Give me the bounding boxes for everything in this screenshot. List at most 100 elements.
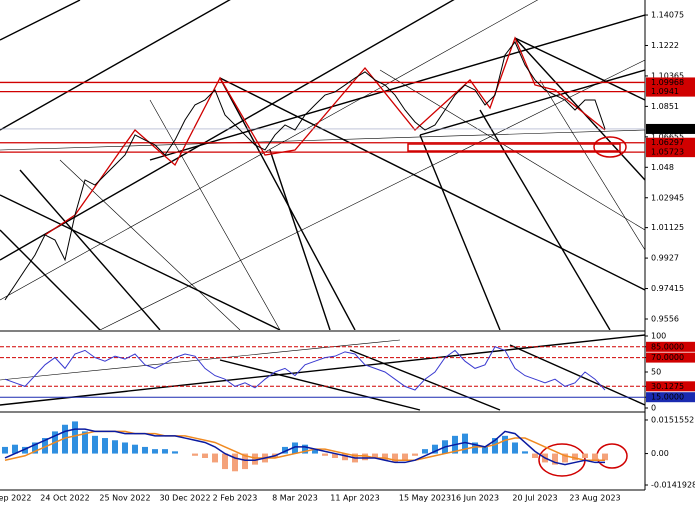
- histogram-bar: [222, 453, 228, 470]
- histogram-bar: [172, 451, 178, 454]
- histogram-bar: [112, 440, 118, 454]
- x-tick-label: 8 Mar 2023: [272, 494, 318, 503]
- price-label: 1.07136: [651, 124, 684, 133]
- trend-line: [419, 69, 645, 136]
- histogram-bar: [362, 453, 368, 461]
- histogram-bar: [382, 453, 388, 461]
- x-tick-label: 2 Feb 2023: [213, 494, 258, 503]
- y-tick-label: 1.048: [651, 163, 674, 172]
- trend-line: [419, 134, 501, 330]
- histogram-bar: [152, 449, 158, 454]
- histogram-bar: [342, 453, 348, 461]
- label-bg: [646, 352, 695, 363]
- histogram-bar: [42, 438, 48, 454]
- histogram-bar: [282, 446, 288, 454]
- histogram-bar: [132, 444, 138, 454]
- histogram-bar: [32, 442, 38, 454]
- histogram-bar: [372, 453, 378, 458]
- histogram-bar: [292, 442, 298, 454]
- trend-line: [0, 0, 539, 301]
- y-tick-label: 15.0000: [651, 393, 684, 402]
- y-tick-label: 0: [651, 404, 656, 413]
- histogram-bar: [142, 446, 148, 454]
- trend-line: [0, 0, 81, 41]
- trend-line: [0, 129, 645, 151]
- trend-line: [269, 149, 331, 330]
- histogram-bar: [332, 453, 338, 458]
- trend-line: [0, 194, 281, 330]
- trend-line: [509, 344, 645, 406]
- label-bg: [646, 381, 695, 392]
- price-label: 1.06297: [651, 138, 684, 147]
- x-tick-label: 25 Nov 2022: [99, 494, 150, 503]
- histogram-bar: [422, 449, 428, 454]
- histogram-bar: [82, 431, 88, 454]
- y-tick-label: 50: [651, 368, 661, 377]
- highlight-ellipse: [593, 136, 627, 158]
- x-tick-label: 20 Jul 2023: [512, 494, 557, 503]
- trend-line: [149, 14, 645, 161]
- histogram-bar: [582, 453, 588, 458]
- trend-line: [219, 77, 645, 291]
- trend-line: [99, 59, 645, 330]
- histogram-bar: [22, 446, 28, 454]
- price-label: 1.05723: [651, 148, 684, 157]
- price-label: 1.09968: [651, 78, 684, 87]
- histogram-bar: [472, 442, 478, 454]
- y-tick-label: 1.1222: [651, 41, 679, 50]
- label-bg: [646, 341, 695, 352]
- y-tick-label: 1.06655: [651, 132, 684, 141]
- price-label-bg: [646, 86, 695, 97]
- price-series: [4, 346, 606, 391]
- trend-line: [0, 0, 231, 131]
- x-tick-label: 23 Aug 2023: [569, 494, 620, 503]
- x-tick-label: 15 May 2023: [399, 494, 451, 503]
- histogram-bar: [322, 453, 328, 456]
- x-tick-label: ep 2022: [0, 494, 31, 503]
- x-tick-label: 30 Dec 2022: [159, 494, 210, 503]
- y-tick-label: 70.0000: [651, 353, 684, 362]
- trend-line: [0, 229, 101, 330]
- y-tick-label: 85.0000: [651, 342, 684, 351]
- y-tick-label: 30.1275: [651, 382, 684, 391]
- histogram-bar: [522, 451, 528, 454]
- trend-line: [539, 79, 645, 251]
- histogram-bar: [552, 453, 558, 465]
- histogram-bar: [482, 446, 488, 454]
- x-tick-label: 24 Oct 2022: [40, 494, 89, 503]
- histogram-bar: [72, 421, 78, 454]
- y-tick-label: 0.9927: [651, 254, 679, 263]
- trend-line: [149, 99, 281, 330]
- histogram-bar: [432, 444, 438, 454]
- price-label-bg: [646, 137, 695, 148]
- y-tick-label: 100: [651, 332, 666, 341]
- price-label: 1.0941: [651, 87, 679, 96]
- histogram-bar: [532, 453, 538, 458]
- y-tick-label: 0.00: [651, 449, 669, 458]
- trend-line: [59, 159, 241, 330]
- trend-line: [514, 37, 645, 181]
- y-tick-label: 1.0851: [651, 102, 679, 111]
- histogram-bar: [492, 438, 498, 454]
- histogram-bar: [602, 453, 608, 461]
- label-bg: [646, 392, 695, 403]
- histogram-bar: [502, 435, 508, 454]
- histogram-bar: [192, 453, 198, 456]
- y-tick-label: 1.10365: [651, 71, 684, 80]
- histogram-bar: [302, 444, 308, 454]
- trend-line: [514, 37, 645, 101]
- histogram-bar: [562, 453, 568, 463]
- histogram-bar: [122, 442, 128, 454]
- histogram-bar: [12, 444, 18, 454]
- price-label-bg: [646, 77, 695, 88]
- histogram-bar: [102, 438, 108, 454]
- histogram-bar: [312, 449, 318, 454]
- y-tick-label: 1.01125: [651, 223, 684, 232]
- histogram-bar: [402, 453, 408, 461]
- histogram-bar: [92, 435, 98, 454]
- histogram-bar: [212, 453, 218, 463]
- histogram-bar: [592, 453, 598, 461]
